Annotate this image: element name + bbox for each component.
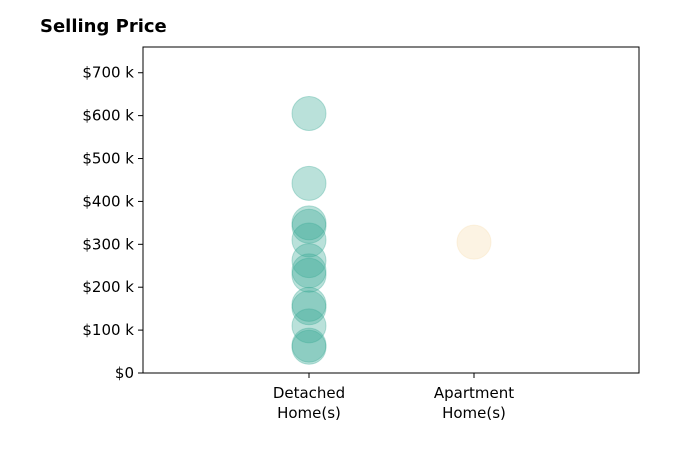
plot-frame [142, 46, 640, 374]
data-point [291, 290, 327, 326]
y-tick-label: $100 k [82, 321, 134, 339]
data-point [291, 286, 327, 322]
y-tick-label: $500 k [82, 150, 134, 168]
data-point [291, 95, 327, 131]
x-tick-label: Apartment Home(s) [434, 384, 514, 422]
data-point [291, 165, 327, 201]
data-point [456, 224, 492, 260]
y-tick-label: $600 k [82, 107, 134, 125]
data-point [291, 243, 327, 279]
data-point [291, 329, 327, 365]
data-point [291, 257, 327, 293]
y-tick-label: $0 [115, 364, 134, 382]
data-point [291, 253, 327, 289]
y-tick-label: $400 k [82, 192, 134, 210]
data-point [291, 308, 327, 344]
y-tick-label: $700 k [82, 64, 134, 82]
data-point [291, 222, 327, 258]
data-point [291, 205, 327, 241]
y-tick-label: $300 k [82, 235, 134, 253]
data-point [291, 208, 327, 244]
y-tick-label: $200 k [82, 278, 134, 296]
data-point [291, 327, 327, 363]
x-tick-label: Detached Home(s) [273, 384, 345, 422]
chart-title: Selling Price [40, 16, 167, 37]
